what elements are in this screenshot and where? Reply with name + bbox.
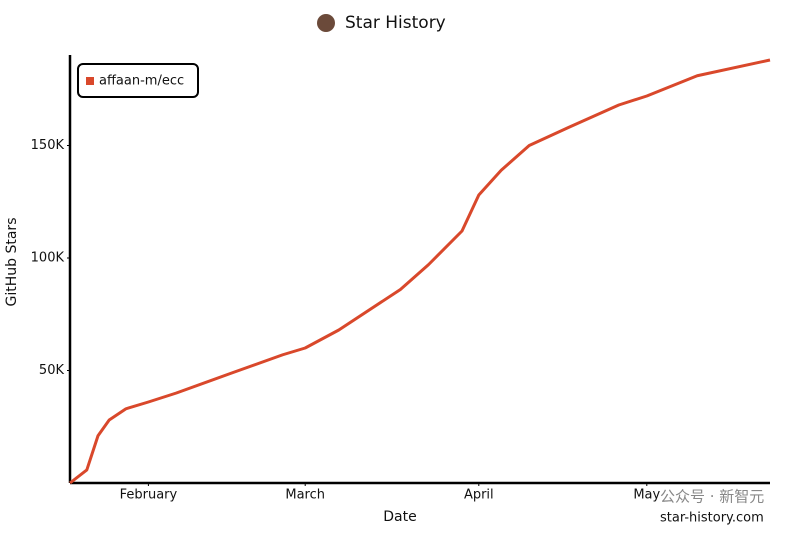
x-axis-label: Date bbox=[383, 509, 416, 525]
y-tick-label: 50K bbox=[39, 363, 65, 378]
x-tick-label: May bbox=[633, 488, 660, 503]
legend-swatch bbox=[86, 77, 94, 85]
series-line bbox=[69, 58, 771, 485]
x-tick-label: April bbox=[464, 488, 494, 503]
title-icon bbox=[317, 14, 335, 32]
chart-title: Star History bbox=[345, 13, 446, 33]
watermark: 公众号 · 新智元 bbox=[660, 488, 764, 506]
y-tick-label: 100K bbox=[31, 251, 65, 266]
y-axis-label: GitHub Stars bbox=[4, 218, 20, 307]
legend-box bbox=[77, 63, 199, 98]
y-tick-label: 150K bbox=[31, 138, 65, 153]
x-tick-label: February bbox=[120, 488, 178, 503]
site-credit: star-history.com bbox=[660, 511, 764, 526]
legend-label: affaan-m/ecc bbox=[99, 74, 184, 89]
x-tick-label: March bbox=[285, 488, 325, 503]
